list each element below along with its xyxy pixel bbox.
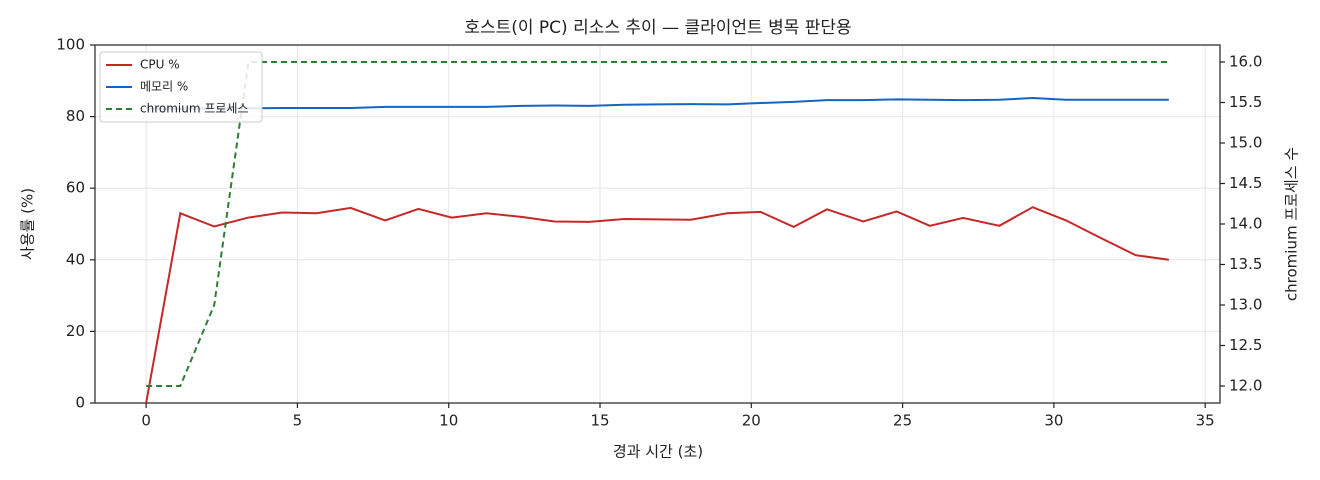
y2-tick-label: 14.5 xyxy=(1229,174,1262,192)
y2-tick-label: 15.5 xyxy=(1229,93,1262,111)
series-line xyxy=(146,61,1169,387)
plot-frame xyxy=(94,44,1221,404)
x-tick-label: 10 xyxy=(439,412,458,430)
x-tick-label: 35 xyxy=(1196,412,1215,430)
y-tick-label: 20 xyxy=(66,322,85,340)
chart-title: 호스트(이 PC) 리소스 추이 — 클라이언트 병목 판단용 xyxy=(464,18,851,38)
y2-tick-label: 12.5 xyxy=(1229,336,1262,354)
legend-label: 메모리 % xyxy=(140,80,188,94)
legend: CPU % 메모리 % chromium 프로세스 xyxy=(99,51,263,123)
y-tick-label: 40 xyxy=(66,250,85,268)
y2-tick-label: 16.0 xyxy=(1229,53,1262,71)
y2-axis-label: chromium 프로세스 수 xyxy=(1283,147,1301,301)
y-tick-label: 60 xyxy=(66,179,85,197)
legend-label: chromium 프로세스 xyxy=(140,102,249,116)
y2-tick-label: 13.0 xyxy=(1229,295,1262,313)
y2-tick-label: 13.5 xyxy=(1229,255,1262,273)
series-line xyxy=(145,206,1169,404)
x-tick-label: 0 xyxy=(141,412,151,430)
x-tick-label: 15 xyxy=(590,412,609,430)
x-tick-label: 30 xyxy=(1044,412,1063,430)
y2-tick-label: 14.0 xyxy=(1229,215,1262,233)
y2-tick-label: 15.0 xyxy=(1229,134,1262,152)
y-tick-label: 80 xyxy=(66,107,85,125)
x-axis-label: 경과 시간 (초) xyxy=(613,443,703,461)
x-tick-label: 5 xyxy=(293,412,303,430)
legend-label: CPU % xyxy=(140,58,180,72)
y-tick-label: 100 xyxy=(56,36,85,54)
series-line xyxy=(146,96,1169,110)
x-tick-label: 20 xyxy=(742,412,761,430)
y-axis-label: 사용률 (%) xyxy=(19,188,37,260)
x-tick-label: 25 xyxy=(893,412,912,430)
legend-box xyxy=(99,51,263,123)
y-tick-label: 0 xyxy=(75,394,85,412)
y2-tick-label: 12.0 xyxy=(1229,376,1262,394)
